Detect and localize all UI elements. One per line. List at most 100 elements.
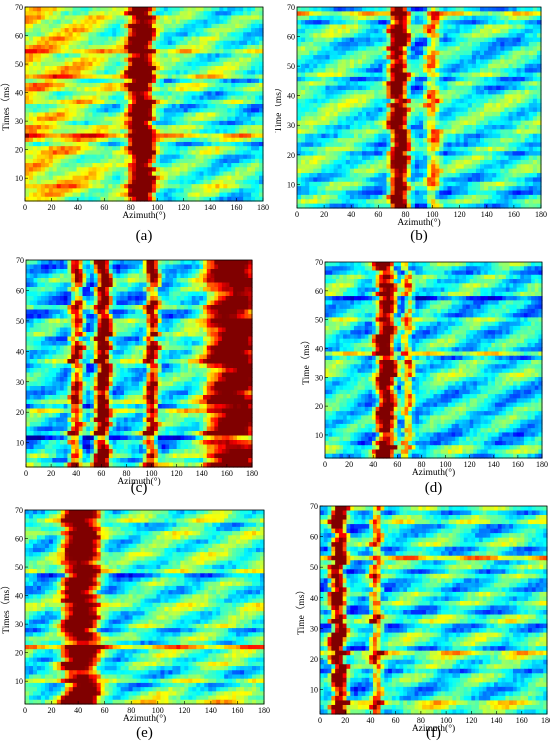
heatmap-cell	[144, 134, 149, 139]
heatmap-cell	[504, 103, 509, 108]
heatmap-cell	[525, 147, 530, 152]
heatmap-cell	[529, 99, 534, 104]
heatmap-cell	[104, 83, 109, 88]
heatmap-cell	[492, 46, 497, 51]
heatmap-cell	[358, 86, 363, 91]
heatmap-cell	[29, 104, 34, 109]
heatmap-cell	[65, 180, 70, 185]
heatmap-cell	[243, 83, 248, 88]
heatmap-cell	[325, 151, 330, 156]
heatmap-cell	[25, 11, 30, 16]
heatmap-cell	[231, 41, 236, 46]
heatmap-cell	[144, 171, 149, 176]
heatmap-cell	[29, 7, 34, 12]
heatmap-cell	[504, 108, 509, 113]
heatmap-cell	[196, 176, 201, 181]
heatmap-cell	[305, 99, 310, 104]
heatmap-cell	[85, 176, 90, 181]
heatmap-cell	[136, 112, 141, 117]
heatmap-cell	[247, 53, 252, 58]
heatmap-cell	[399, 86, 404, 91]
heatmap-cell	[452, 142, 457, 147]
heatmap-cell	[513, 134, 518, 139]
heatmap-cell	[25, 53, 30, 58]
heatmap-cell	[45, 96, 50, 101]
heatmap-cell	[180, 100, 185, 105]
heatmap-cell	[136, 20, 141, 25]
heatmap-cell	[168, 41, 173, 46]
heatmap-cell	[354, 160, 359, 165]
heatmap-cell	[374, 138, 379, 143]
heatmap-cell	[378, 142, 383, 147]
heatmap-cell	[211, 20, 216, 25]
heatmap-cell	[525, 7, 530, 12]
heatmap-cell	[61, 15, 66, 20]
heatmap-cell	[321, 129, 326, 134]
heatmap-cell	[533, 77, 538, 82]
heatmap-cell	[204, 184, 209, 189]
heatmap-cell	[152, 11, 157, 16]
heatmap-cell	[164, 155, 169, 160]
heatmap-cell	[227, 49, 232, 54]
heatmap-cell	[184, 11, 189, 16]
heatmap-cell	[45, 142, 50, 147]
heatmap-cell	[73, 163, 78, 168]
heatmap-cell	[305, 59, 310, 64]
heatmap-cell	[407, 55, 412, 60]
heatmap-cell	[172, 74, 177, 79]
heatmap-cell	[334, 112, 339, 117]
heatmap-cell	[33, 155, 38, 160]
heatmap-cell	[25, 15, 30, 20]
heatmap-cell	[456, 129, 461, 134]
heatmap-cell	[443, 142, 448, 147]
heatmap-cell	[116, 49, 121, 54]
heatmap-cell	[172, 66, 177, 71]
heatmap-cell	[350, 68, 355, 73]
heatmap-cell	[180, 117, 185, 122]
heatmap-cell	[460, 46, 465, 51]
heatmap-cell	[243, 87, 248, 92]
heatmap-cell	[235, 180, 240, 185]
heatmap-cell	[468, 16, 473, 21]
heatmap-cell	[37, 112, 42, 117]
heatmap-cell	[419, 90, 424, 95]
heatmap-cell	[144, 62, 149, 67]
heatmap-cell	[378, 7, 383, 12]
heatmap-cell	[132, 193, 137, 198]
heatmap-cell	[223, 87, 228, 92]
heatmap-cell	[41, 134, 46, 139]
heatmap-cell	[255, 125, 260, 130]
heatmap-cell	[313, 103, 318, 108]
heatmap-cell	[176, 108, 181, 113]
heatmap-cell	[309, 90, 314, 95]
heatmap-cell	[184, 7, 189, 12]
heatmap-cell	[49, 134, 54, 139]
heatmap-cell	[342, 134, 347, 139]
heatmap-cell	[112, 180, 117, 185]
heatmap-cell	[330, 147, 335, 152]
heatmap-cell	[460, 7, 465, 12]
heatmap-cell	[472, 7, 477, 12]
heatmap-cell	[504, 68, 509, 73]
heatmap-cell	[239, 129, 244, 134]
heatmap-cell	[338, 33, 343, 38]
heatmap-cell	[443, 121, 448, 126]
heatmap-cell	[407, 64, 412, 69]
heatmap-cell	[533, 11, 538, 16]
heatmap-cell	[172, 193, 177, 198]
heatmap-cell	[508, 46, 513, 51]
heatmap-cell	[219, 70, 224, 75]
heatmap-cell	[215, 41, 220, 46]
heatmap-cell	[399, 59, 404, 64]
heatmap-cell	[120, 24, 125, 29]
heatmap-cell	[160, 150, 165, 155]
heatmap-cell	[504, 46, 509, 51]
heatmap-cell	[196, 159, 201, 164]
heatmap-cell	[533, 59, 538, 64]
heatmap-cell	[124, 20, 129, 25]
heatmap-cell	[57, 20, 62, 25]
heatmap-cell	[200, 188, 205, 193]
heatmap-cell	[81, 117, 86, 122]
heatmap-cell	[395, 108, 400, 113]
heatmap-cell	[227, 163, 232, 168]
